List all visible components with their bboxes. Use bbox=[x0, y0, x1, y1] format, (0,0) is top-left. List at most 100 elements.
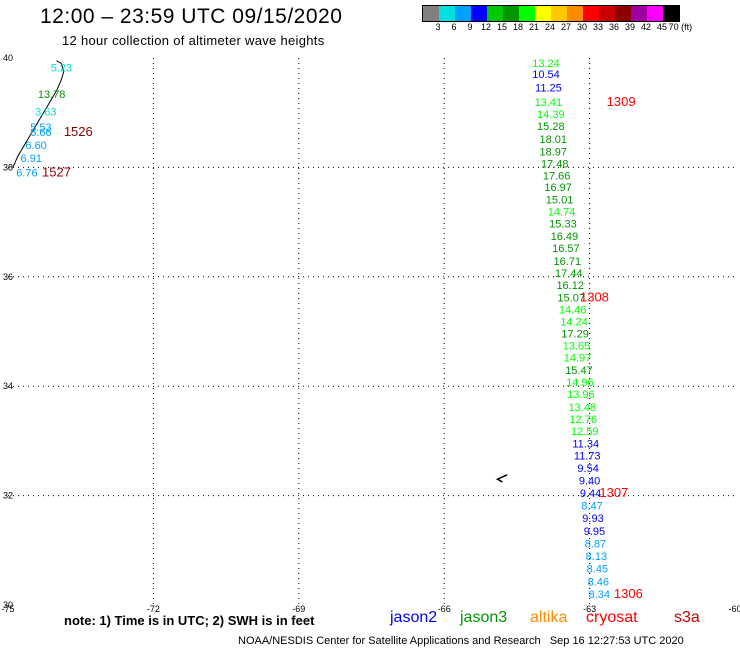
wave-height-label: 14.46 bbox=[559, 304, 587, 316]
footer-credit: NOAA/NESDIS Center for Satellite Applica… bbox=[238, 635, 684, 647]
legend-label: 3 bbox=[435, 22, 441, 32]
satellite-cryosat: cryosat bbox=[586, 609, 638, 626]
x-tick-label: -69 bbox=[292, 604, 305, 614]
legend-label: 27 bbox=[560, 22, 572, 32]
x-tick-label: -72 bbox=[147, 604, 160, 614]
y-tick-label: 40 bbox=[3, 53, 13, 63]
time-label: 1526 bbox=[64, 124, 93, 139]
wave-height-label: 15.01 bbox=[546, 195, 574, 207]
legend-swatch bbox=[631, 6, 647, 21]
legend-label: 18 bbox=[512, 22, 524, 32]
legend-swatch bbox=[647, 6, 663, 21]
color-scale-labels: 3 6 9 12 15 18 21 24 27 30 33 36 39 42 45 70 (ft) bbox=[422, 22, 740, 36]
wave-height-label: 12.76 bbox=[570, 414, 598, 426]
satellite-s3a: s3a bbox=[674, 609, 700, 626]
wave-height-label: 14.24 bbox=[560, 316, 588, 328]
coastline bbox=[12, 60, 65, 168]
wave-height-label: 9.40 bbox=[579, 476, 600, 488]
wave-height-label: 16.71 bbox=[554, 256, 582, 268]
y-tick-label: 36 bbox=[3, 272, 13, 282]
time-label: 1306 bbox=[614, 586, 643, 601]
y-tick-label: 30 bbox=[3, 600, 13, 610]
legend-swatch bbox=[519, 6, 535, 21]
time-label: 1527 bbox=[42, 165, 71, 180]
wave-height-label: 8.46 bbox=[588, 576, 609, 588]
legend-label: 39 bbox=[624, 22, 636, 32]
wave-height-label: 9.54 bbox=[577, 463, 598, 475]
wave-height-label: 16.57 bbox=[552, 243, 580, 255]
color-scale-legend bbox=[422, 5, 680, 22]
legend-swatch bbox=[663, 6, 679, 21]
island-outline bbox=[495, 474, 508, 483]
legend-swatch bbox=[599, 6, 615, 21]
legend-label: 15 bbox=[496, 22, 508, 32]
satellite-jason2: jason2 bbox=[390, 609, 438, 626]
satellite-jason3: jason3 bbox=[460, 609, 508, 626]
x-tick-label: -66 bbox=[438, 604, 451, 614]
legend-label: 70 (ft) bbox=[668, 22, 693, 32]
wave-height-label: 13.24 bbox=[532, 58, 560, 70]
legend-swatch bbox=[439, 6, 455, 21]
wave-height-label: 3.63 bbox=[35, 106, 56, 118]
wave-height-label: 18.97 bbox=[539, 146, 567, 158]
wave-height-label: 8.13 bbox=[586, 551, 607, 563]
legend-label: 6 bbox=[451, 22, 457, 32]
wave-height-label: 8.47 bbox=[581, 500, 602, 512]
wave-height-label: 6.91 bbox=[21, 153, 42, 165]
wave-height-label: 16.12 bbox=[556, 280, 584, 292]
legend-swatch bbox=[487, 6, 503, 21]
wave-height-label: 6.60 bbox=[25, 140, 46, 152]
chart-title: 12:00 – 23:59 UTC 09/15/2020 bbox=[40, 5, 343, 28]
wave-height-label: 10.54 bbox=[532, 69, 560, 81]
legend-swatch bbox=[583, 6, 599, 21]
wave-height-label: 6.66 bbox=[30, 127, 51, 139]
wave-height-label: 13.41 bbox=[535, 97, 563, 109]
legend-swatch bbox=[503, 6, 519, 21]
wave-height-label: 8.34 bbox=[589, 589, 610, 601]
wave-height-label: 17.66 bbox=[543, 170, 571, 182]
y-tick-label: 38 bbox=[3, 162, 13, 172]
wave-height-label: 8.45 bbox=[587, 564, 608, 576]
wave-height-label: 9.95 bbox=[584, 526, 605, 538]
legend-swatch bbox=[615, 6, 631, 21]
wave-height-label: 11.34 bbox=[572, 438, 599, 450]
wave-height-label: 5.23 bbox=[51, 63, 72, 75]
wave-height-label: 14.96 bbox=[566, 377, 594, 389]
chart-subtitle: 12 hour collection of altimeter wave hei… bbox=[62, 33, 325, 48]
wave-height-label: 15.33 bbox=[549, 219, 577, 231]
legend-label: 30 bbox=[576, 22, 588, 32]
legend-swatch bbox=[423, 6, 439, 21]
wave-height-label: 5.53 bbox=[30, 122, 51, 134]
legend-swatch bbox=[567, 6, 583, 21]
wave-height-label: 17.29 bbox=[561, 329, 589, 341]
legend-swatch bbox=[535, 6, 551, 21]
wave-height-label: 17.48 bbox=[541, 158, 569, 170]
x-tick-label: -75 bbox=[1, 604, 14, 614]
wave-height-label: 13.65 bbox=[563, 341, 591, 353]
wave-height-label: 16.49 bbox=[551, 231, 579, 243]
legend-swatch bbox=[551, 6, 567, 21]
wave-height-label: 15.47 bbox=[565, 365, 593, 377]
time-label: 1309 bbox=[607, 94, 636, 109]
y-tick-label: 34 bbox=[3, 381, 13, 391]
wave-height-label: 14.97 bbox=[564, 353, 592, 365]
legend-label: 24 bbox=[544, 22, 556, 32]
wave-height-label: 12.59 bbox=[571, 426, 599, 438]
wave-height-label: 18.01 bbox=[539, 134, 567, 146]
units-note: note: 1) Time is in UTC; 2) SWH is in fe… bbox=[64, 613, 315, 628]
wave-height-label: 14.74 bbox=[548, 207, 576, 219]
legend-swatch bbox=[455, 6, 471, 21]
x-tick-label: -60 bbox=[728, 604, 740, 614]
wave-height-label: 13.48 bbox=[569, 402, 597, 414]
wave-height-label: 9.93 bbox=[582, 513, 603, 525]
legend-label: 12 bbox=[480, 22, 492, 32]
legend-label: 42 bbox=[640, 22, 652, 32]
wave-height-label: 14.39 bbox=[537, 109, 565, 121]
wave-height-label: 6.76 bbox=[16, 168, 37, 180]
wave-height-label: 15.28 bbox=[537, 121, 565, 133]
time-label: 1307 bbox=[599, 485, 628, 500]
wave-height-label: 9.44 bbox=[580, 488, 601, 500]
legend-label: 9 bbox=[467, 22, 473, 32]
legend-label: 21 bbox=[528, 22, 540, 32]
